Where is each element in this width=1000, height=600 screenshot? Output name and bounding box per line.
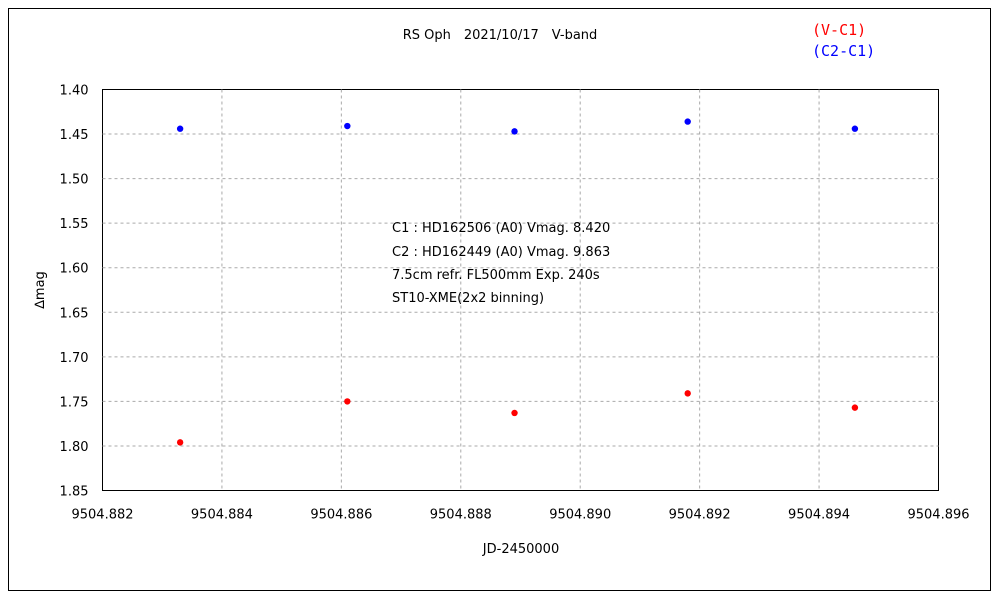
data-point-v-c1 [176,439,184,446]
data-point-c2-c1 [851,125,859,132]
x-tick-label: 9504.896 [907,508,969,523]
y-tick-label: 1.50 [60,173,89,188]
grid-lines [102,89,939,491]
y-tick-label: 1.80 [60,440,89,455]
y-tick-label: 1.60 [60,262,89,277]
x-tick-label: 9504.882 [71,508,133,523]
y-tick-label: 1.55 [60,217,89,232]
plot-area [102,89,939,491]
y-tick-label: 1.85 [60,485,89,500]
annotation-line-1: C1 : HD162506 (A0) Vmag. 8.420 [392,221,610,236]
annotation-line-2: C2 : HD162449 (A0) Vmag. 9.863 [392,245,610,260]
tick-labels: 9504.882 9504.884 9504.886 9504.888 9504.890… [60,84,970,523]
annotation-line-4: ST10-XME(2x2 binning) [392,291,544,306]
x-tick-label: 9504.894 [788,508,850,523]
x-tick-label: 9504.890 [549,508,611,523]
y-axis-title: ∆mag [33,271,48,310]
y-tick-label: 1.75 [60,395,89,410]
y-tick-label: 1.40 [60,84,89,99]
annotation-line-3: 7.5cm refr. FL500mm Exp. 240s [392,268,600,283]
data-point-v-c1 [851,404,859,411]
legend-entry-v-c1: (V-C1) [812,21,866,39]
y-tick-label: 1.45 [60,128,89,143]
legend-entry-c2-c1: (C2-C1) [812,42,875,60]
x-tick-label: 9504.886 [310,508,372,523]
x-tick-label: 9504.888 [430,508,492,523]
data-point-c2-c1 [344,122,351,130]
data-point-c2-c1 [684,118,691,125]
data-point-c2-c1 [176,125,184,132]
x-tick-label: 9504.892 [669,508,731,523]
chart-title: RS Oph 2021/10/17 V-band [403,28,598,43]
x-tick-label: 9504.884 [191,508,253,523]
y-tick-label: 1.65 [60,306,89,321]
data-points [176,118,859,446]
x-axis-title: JD-2450000 [482,542,559,557]
data-point-c2-c1 [511,128,518,135]
data-point-v-c1 [511,409,518,417]
data-point-v-c1 [344,398,351,405]
data-point-v-c1 [684,390,691,397]
y-tick-label: 1.70 [60,351,89,366]
